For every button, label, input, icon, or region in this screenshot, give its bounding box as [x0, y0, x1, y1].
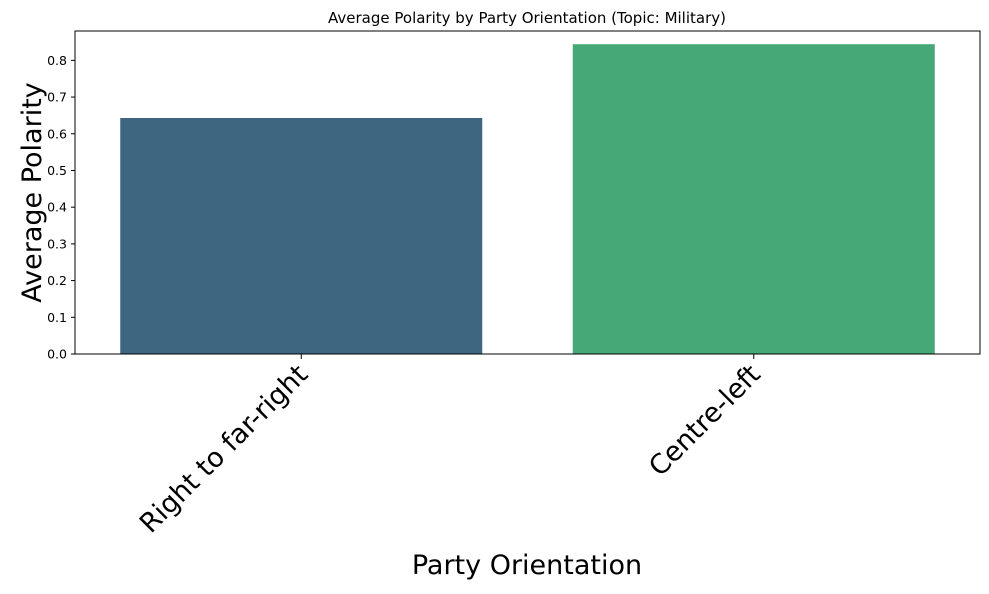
y-tick-label: 0.4: [47, 200, 67, 215]
y-tick-label: 0.7: [47, 90, 67, 105]
chart-title: Average Polarity by Party Orientation (T…: [328, 9, 726, 27]
y-tick-label: 0.1: [47, 310, 67, 325]
bar-0: [120, 117, 483, 355]
y-tick-label: 0.0: [47, 347, 67, 362]
x-tick-label: Right to far-right: [134, 359, 314, 539]
y-tick-label: 0.5: [47, 163, 67, 178]
x-tick-label: Centre-left: [643, 359, 767, 483]
plot-frame: [74, 30, 981, 355]
y-tick-label: 0.3: [47, 236, 67, 251]
y-tick-label: 0.2: [47, 273, 67, 288]
x-axis-title: Party Orientation: [412, 550, 642, 581]
plot-area: 0.0 0.1 0.2 0.3 0.4 0.5 0.6 0.7 0.8 Right to far-…: [47, 44, 935, 539]
y-tick-label: 0.6: [47, 126, 67, 141]
y-axis-title: Average Polarity: [17, 82, 48, 303]
y-tick-label: 0.8: [47, 53, 67, 68]
bar-1: [572, 44, 935, 355]
